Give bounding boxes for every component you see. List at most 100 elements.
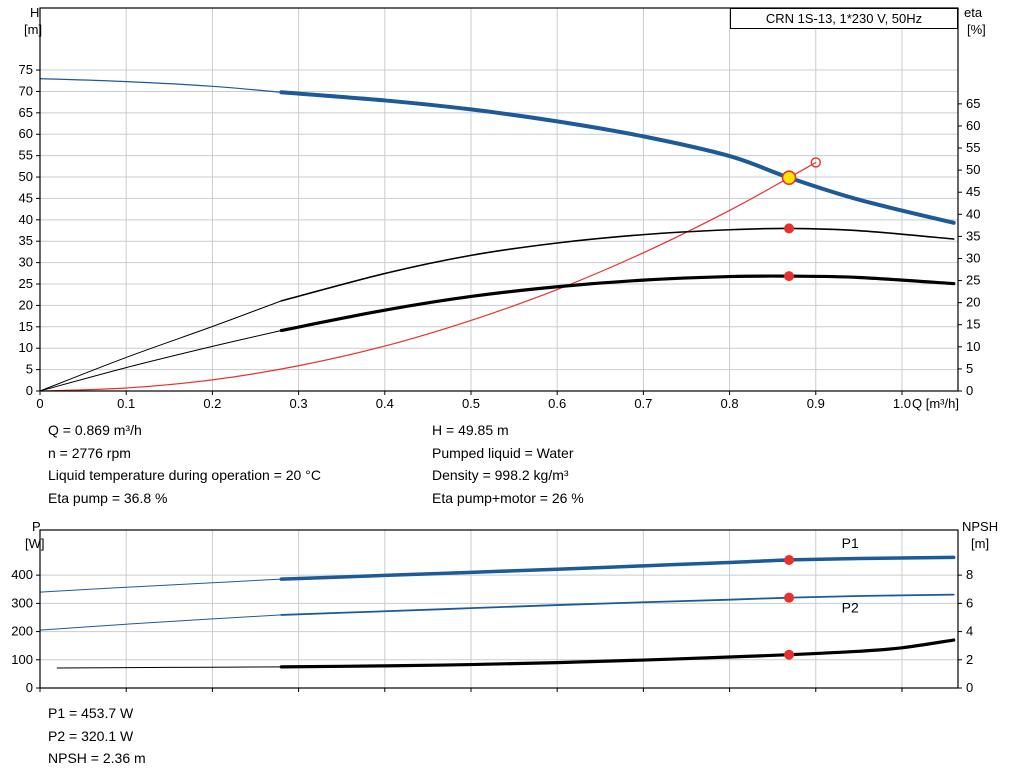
curve-label-p2: P2	[842, 599, 859, 615]
y-left-tick-label: 25	[19, 276, 33, 291]
curve-eta-pump	[280, 227, 955, 302]
y-right-tick-label: 25	[966, 273, 980, 288]
curve-p2	[280, 593, 955, 616]
info-line-density: Density = 998.2 kg/m³	[432, 467, 569, 483]
x-axis-tick-label: 0.6	[548, 396, 566, 411]
y-right-tick-label: 5	[966, 361, 973, 376]
y-right-tick-label: 10	[966, 339, 980, 354]
info-line-eta-total: Eta pump+motor = 26 %	[432, 489, 584, 506]
y-right-tick-label: 60	[966, 118, 980, 133]
y-left-tick-label: 35	[19, 233, 33, 248]
y-right-tick-label: 65	[966, 96, 980, 111]
duty-point[interactable]	[781, 170, 797, 185]
x-axis-tick-label: 0.4	[376, 396, 394, 411]
power-npsh-chart: 0 100 200 300 400 0 2 4 6 8 P1 P2	[11, 529, 973, 695]
y-left-tick-label: 50	[19, 169, 33, 184]
info-line-npsh: NPSH = 2.36 m	[48, 750, 146, 766]
x-axis-tick-label: 0.5	[462, 396, 480, 411]
npsh-point	[784, 649, 795, 660]
info-line-eta-pump: Eta pump = 36.8 %	[48, 489, 168, 506]
y-right-tick-label: 40	[966, 206, 980, 221]
eta-pump-motor-point	[784, 271, 795, 282]
qh-eta-chart: 0 0.1 0.2 0.3 0.4 0.5 0.6 0.7 0.8 0.9 1.0 0 5 10 15 20 2…	[19, 7, 980, 411]
x-axis-tick-label: 0.1	[117, 396, 135, 411]
y-right-tick-label: 0	[966, 680, 973, 695]
npsh-axis-title: NPSH	[962, 519, 999, 534]
plot-frame	[39, 529, 959, 689]
curve-system-curve	[39, 161, 817, 392]
y-left-tick-label: 200	[11, 624, 33, 639]
power-axis-unit: [W]	[25, 536, 45, 551]
curve-head-low-flow	[39, 78, 282, 93]
y-left-tick-label: 20	[19, 297, 33, 312]
x-axis-tick-label: 0.3	[290, 396, 308, 411]
x-axis-tick-label: 0.9	[807, 396, 825, 411]
y-right-tick-label: 45	[966, 184, 980, 199]
y-left-tick-label: 40	[19, 212, 33, 227]
info-line-p2: P2 = 320.1 W	[48, 727, 134, 744]
y-left-tick-label: 0	[26, 383, 33, 398]
operating-data-right-column: H = 49.85 m Pumped liquid = Water Densit…	[432, 419, 584, 509]
x-axis-tick-label: 0.7	[634, 396, 652, 411]
info-line-head: H = 49.85 m	[432, 422, 509, 438]
rated-point	[810, 157, 821, 168]
y-left-tick-label: 55	[19, 148, 33, 163]
info-line-temperature: Liquid temperature during operation = 20…	[48, 467, 321, 483]
y-left-tick-label: 65	[19, 105, 33, 120]
curve-npsh-low-flow	[56, 666, 282, 669]
curve-npsh	[279, 638, 956, 669]
head-axis-title: H	[30, 5, 40, 20]
y-right-tick-label: 8	[966, 567, 973, 582]
y-left-tick-label: 5	[26, 362, 33, 377]
y-left-tick-label: 75	[19, 62, 33, 77]
curve-head	[279, 90, 956, 225]
p1-point	[784, 554, 795, 565]
y-right-tick-label: 0	[966, 383, 973, 398]
curve-p1	[279, 555, 956, 581]
y-left-tick-label: 70	[19, 83, 33, 98]
plot-frame	[39, 7, 959, 392]
power-axis-title: P	[32, 519, 41, 534]
y-left-tick-label: 10	[19, 340, 33, 355]
npsh-axis-unit: [m]	[971, 536, 990, 551]
info-line-p1: P1 = 453.7 W	[48, 705, 134, 721]
operating-data-left-column: Q = 0.869 m³/h n = 2776 rpm Liquid tempe…	[48, 419, 321, 509]
y-left-tick-label: 100	[11, 652, 33, 667]
curve-p1-low-flow	[39, 578, 282, 593]
curve-eta-pump-motor	[279, 274, 956, 333]
y-right-tick-label: 35	[966, 228, 980, 243]
y-left-tick-label: 0	[26, 680, 33, 695]
flow-axis-title: Q [m³/h]	[912, 396, 959, 411]
head-axis-unit: [m]	[24, 22, 43, 37]
y-right-tick-label: 6	[966, 595, 973, 610]
y-left-tick-label: 15	[19, 319, 33, 334]
p2-point	[784, 592, 795, 603]
info-line-speed: n = 2776 rpm	[48, 444, 131, 461]
curve-label-p1: P1	[842, 535, 859, 551]
y-left-tick-label: 400	[11, 567, 33, 582]
info-line-liquid: Pumped liquid = Water	[432, 444, 574, 461]
eta-axis-title: eta	[964, 5, 983, 20]
x-axis-tick-label: 0	[36, 396, 43, 411]
x-axis-tick-label: 0.8	[721, 396, 739, 411]
curve-eta-pump-low-flow	[39, 300, 282, 392]
y-left-tick-label: 45	[19, 190, 33, 205]
y-left-tick-label: 30	[19, 255, 33, 270]
power-data-summary: P1 = 453.7 W P2 = 320.1 W NPSH = 2.36 m	[48, 702, 146, 770]
curve-p2-low-flow	[39, 614, 282, 631]
y-left-tick-label: 60	[19, 126, 33, 141]
curve-eta-pump-motor-low-flow	[39, 329, 282, 392]
y-left-tick-label: 300	[11, 595, 33, 610]
y-right-tick-label: 55	[966, 140, 980, 155]
x-axis-tick-label: 1.0	[893, 396, 911, 411]
y-right-tick-label: 20	[966, 295, 980, 310]
x-axis-tick-label: 0.2	[203, 396, 221, 411]
y-right-tick-label: 15	[966, 317, 980, 332]
eta-pump-point	[784, 223, 795, 234]
y-right-tick-label: 30	[966, 250, 980, 265]
info-line-flow: Q = 0.869 m³/h	[48, 422, 142, 438]
y-right-tick-label: 4	[966, 624, 973, 639]
eta-axis-unit: [%]	[967, 22, 986, 37]
y-right-tick-label: 50	[966, 162, 980, 177]
